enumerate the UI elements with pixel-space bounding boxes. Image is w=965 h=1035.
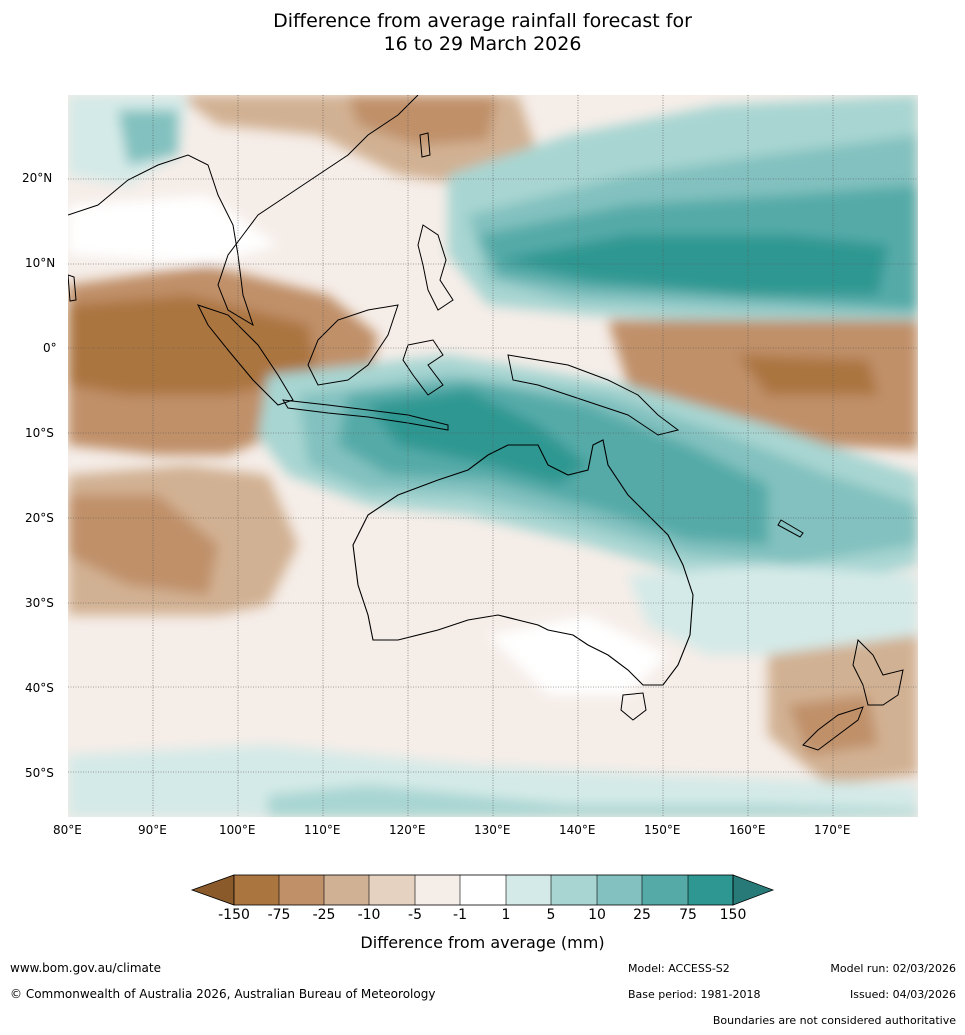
colorbar-tick-3: -10 (357, 907, 381, 923)
footer-url[interactable]: www.bom.gov.au/climate (10, 961, 161, 975)
colorbar-tick-1: -75 (267, 907, 291, 923)
taiwan-outline (419, 132, 431, 158)
colorbar (190, 874, 775, 906)
colorbar-dividers (278, 875, 689, 905)
field-wet-south-2 (268, 785, 918, 817)
lon-label-110e: 110°E (304, 823, 341, 837)
footer-base-period: Base period: 1981-2018 (628, 988, 761, 1001)
asia-coast-outline (68, 95, 419, 327)
field-dry-east-core (738, 355, 878, 395)
lat-label-10n: 10°N (25, 256, 56, 270)
lat-label-30s: 30°S (25, 596, 54, 610)
nz-south-outline (802, 706, 864, 751)
lon-label-150e: 150°E (644, 823, 681, 837)
philippines-outline (417, 224, 454, 311)
colorbar-arrow-high (732, 874, 775, 906)
colorbar-swatch-8 (551, 875, 597, 905)
tasmania-outline (620, 692, 647, 721)
colorbar-swatch-11 (688, 875, 733, 905)
colorbar-swatch-4 (369, 875, 415, 905)
colorbar-tick-9: 25 (633, 907, 651, 923)
newcal-outline (777, 519, 804, 538)
sumatra-outline (197, 304, 294, 406)
footer-disclaimer: Boundaries are not considered authoritat… (712, 1014, 956, 1027)
sulawesi-outline (402, 339, 444, 396)
lat-label-20s: 20°S (25, 511, 54, 525)
colorbar-tick-11: 150 (719, 907, 747, 923)
lon-label-160e: 160°E (729, 823, 766, 837)
field-wet-pacific-core (498, 235, 888, 295)
field-dry-north-core (348, 95, 498, 145)
australia-outline (352, 439, 694, 686)
footer-model-run: Model run: 02/03/2026 (830, 962, 956, 975)
field-dry-west-core (68, 295, 318, 395)
lon-label-80e: 80°E (53, 823, 82, 837)
footer-model: Model: ACCESS-S2 (628, 962, 730, 975)
lon-label-90e: 90°E (138, 823, 167, 837)
field-dry-sw-core (68, 495, 218, 595)
srilanka-outline (68, 274, 77, 302)
colorbar-swatch-5 (415, 875, 460, 905)
colorbar-tick-4: -5 (408, 907, 422, 923)
lon-label-120e: 120°E (389, 823, 426, 837)
footer-issued: Issued: 04/03/2026 (849, 988, 956, 1001)
colorbar-swatch-9 (597, 875, 642, 905)
title-line-2: 16 to 29 March 2026 (383, 33, 582, 55)
colorbar-border (233, 874, 734, 906)
colorbar-swatch-6 (460, 875, 506, 905)
colorbar-tick-8: 10 (588, 907, 606, 923)
colorbar-tick-5: -1 (453, 907, 467, 923)
lat-label-20n: 20°N (22, 171, 53, 185)
colorbar-swatch-10 (642, 875, 688, 905)
colorbar-tick-6: 1 (501, 907, 511, 923)
lon-label-100e: 100°E (219, 823, 256, 837)
lon-label-130e: 130°E (474, 823, 511, 837)
title-line-1: Difference from average rainfall forecas… (273, 10, 692, 32)
colorbar-swatch-3 (324, 875, 369, 905)
colorbar-tick-0: -150 (218, 907, 250, 923)
map-svg (68, 95, 918, 817)
colorbar-title: Difference from average (mm) (360, 933, 605, 952)
java-outline (282, 399, 449, 431)
new-guinea-outline (507, 354, 680, 436)
nz-north-outline (852, 638, 904, 706)
lat-label-40s: 40°S (25, 681, 54, 695)
colorbar-swatch-1 (234, 875, 279, 905)
colorbar-tick-2: -25 (312, 907, 336, 923)
lat-label-10s: 10°S (25, 426, 54, 440)
field-wet-se (628, 565, 918, 655)
lat-label-50s: 50°S (25, 766, 54, 780)
field-wet-aus-core (368, 390, 588, 485)
colorbar-swatch-7 (506, 875, 551, 905)
lat-label-0: 0° (43, 341, 57, 355)
colorbar-tick-7: 5 (546, 907, 556, 923)
colorbar-swatch-2 (279, 875, 324, 905)
rainfall-field (68, 95, 918, 817)
colorbar-tick-10: 75 (679, 907, 697, 923)
rainfall-anomaly-map (68, 95, 918, 817)
borneo-outline (307, 304, 399, 386)
lon-label-140e: 140°E (559, 823, 596, 837)
colorbar-arrow-low (190, 874, 235, 906)
graticule (68, 95, 918, 817)
lon-label-170e: 170°E (814, 823, 851, 837)
map-title: Difference from average rainfall forecas… (0, 10, 965, 56)
field-wet-nw2 (118, 110, 178, 165)
footer-copyright: © Commonwealth of Australia 2026, Austra… (10, 987, 436, 1001)
field-neutral-1 (68, 195, 278, 265)
